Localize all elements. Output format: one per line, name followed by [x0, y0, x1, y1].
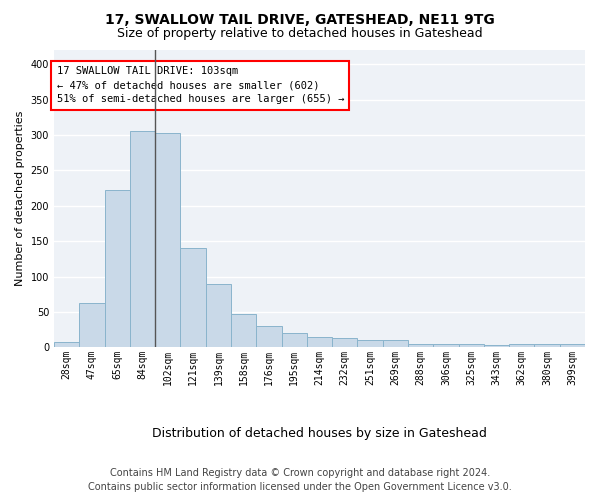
Bar	[383, 340, 408, 347]
Bar	[560, 344, 585, 348]
Bar	[206, 284, 231, 348]
Bar	[155, 133, 181, 348]
Bar	[256, 326, 281, 347]
Bar	[104, 190, 130, 348]
Bar	[408, 344, 433, 348]
X-axis label: Distribution of detached houses by size in Gateshead: Distribution of detached houses by size …	[152, 427, 487, 440]
Text: Size of property relative to detached houses in Gateshead: Size of property relative to detached ho…	[117, 28, 483, 40]
Text: 17, SWALLOW TAIL DRIVE, GATESHEAD, NE11 9TG: 17, SWALLOW TAIL DRIVE, GATESHEAD, NE11 …	[105, 12, 495, 26]
Text: Contains HM Land Registry data © Crown copyright and database right 2024.
Contai: Contains HM Land Registry data © Crown c…	[88, 468, 512, 492]
Bar	[358, 340, 383, 347]
Bar	[458, 344, 484, 348]
Bar	[54, 342, 79, 347]
Bar	[181, 248, 206, 348]
Bar	[509, 344, 535, 348]
Bar	[433, 344, 458, 348]
Bar	[79, 302, 104, 348]
Y-axis label: Number of detached properties: Number of detached properties	[15, 111, 25, 286]
Bar	[484, 345, 509, 348]
Bar	[130, 132, 155, 348]
Bar	[535, 344, 560, 348]
Bar	[332, 338, 358, 347]
Text: 17 SWALLOW TAIL DRIVE: 103sqm
← 47% of detached houses are smaller (602)
51% of : 17 SWALLOW TAIL DRIVE: 103sqm ← 47% of d…	[56, 66, 344, 104]
Bar	[281, 333, 307, 347]
Bar	[307, 338, 332, 347]
Bar	[231, 314, 256, 348]
